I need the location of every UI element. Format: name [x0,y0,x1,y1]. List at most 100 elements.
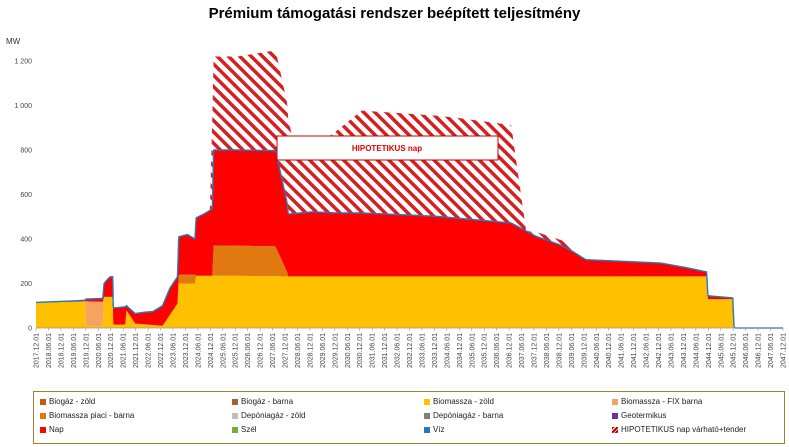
series-area-nap [36,150,783,328]
x-tick-label: 2045.06.01 [718,333,725,368]
series-line-viz [35,149,783,329]
legend-swatch [232,412,238,419]
legend-item: Biogáz - barna [232,397,293,406]
x-tick-label: 2030.12.01 [357,333,364,368]
legend-swatch [612,398,618,405]
x-tick-label: 2039.12.01 [581,333,588,368]
legend-label: Víz [433,425,445,434]
y-tick-label: 0 [28,326,32,333]
legend-swatch [612,426,618,433]
x-tick-label: 2036.12.01 [507,333,514,368]
x-tick-label: 2022.12.01 [158,333,165,368]
x-tick-label: 2038.06.01 [544,333,551,368]
x-tick-label: 2026.06.01 [245,333,252,368]
y-tick-label: 600 [20,192,32,199]
x-tick-label: 2019.12.01 [83,333,90,368]
legend-swatch [424,398,430,405]
legend-item: Depóniagáz - zöld [232,411,305,420]
x-tick-label: 2020.06.01 [96,333,103,368]
x-tick-label: 2033.06.01 [419,333,426,368]
x-tick-label: 2044.06.01 [693,333,700,368]
legend-label: Biomassza - zöld [433,397,494,406]
legend-item: Geotermikus [612,411,666,420]
x-tick-label: 2017.12.01 [34,333,41,368]
x-tick-label: 2043.12.01 [681,333,688,368]
legend-swatch [612,412,618,419]
legend-label: Geotermikus [621,411,667,420]
x-tick-label: 2040.12.01 [606,333,613,368]
x-tick-label: 2022.06.01 [146,333,153,368]
x-tick-label: 2032.12.01 [407,333,414,368]
series-area-biomassza-z-ld [36,275,783,328]
x-tick-label: 2023.06.01 [170,333,177,368]
x-tick-label: 2044.12.01 [706,333,713,368]
legend-item: Depóniagáz - barna [424,411,503,420]
legend-item: HIPOTETIKUS nap várható+tender [612,425,746,434]
x-tick-label: 2026.12.01 [258,333,265,368]
x-tick-label: 2029.06.01 [320,333,327,368]
legend-swatch [40,398,46,405]
annotation-layer: HIPOTETIKUS nap [276,135,499,161]
hypothetical-label-box [276,135,499,161]
x-tick-label: 2047.06.01 [768,333,775,368]
x-tick-label: 2018.06.01 [46,333,53,368]
x-tick-label: 2047.12.01 [781,333,788,368]
legend-swatch [232,426,238,433]
legend-item: Biogáz - zöld [40,397,95,406]
legend-label: Biogáz - barna [241,397,294,406]
x-tick-label: 2037.12.01 [532,333,539,368]
chart-title: Prémium támogatási rendszer beépített te… [208,5,581,22]
legend: Biogáz - zöld Biogáz - barna Biomassza - z… [33,391,785,444]
legend-label: Nap [49,425,64,434]
x-tick-label: 2028.12.01 [307,333,314,368]
plot-area: 0 200 400 600 800 1 000 1 200 2017.12.01 2018.0… [14,50,788,368]
x-tick-label: 2037.06.01 [519,333,526,368]
x-tick-label: 2033.12.01 [432,333,439,368]
legend-swatch [232,398,238,405]
hypothetical-label: HIPOTETIKUS nap [352,144,422,153]
legend-swatch [424,426,430,433]
x-tick-label: 2031.12.01 [382,333,389,368]
legend-label: Szél [241,425,257,434]
x-tick-label: 2045.12.01 [731,333,738,368]
x-tick-label: 2024.12.01 [208,333,215,368]
series-area-biomassza-piaci-barna [36,245,783,328]
y-axis: 0 200 400 600 800 1 000 1 200 [14,59,32,333]
x-tick-label: 2038.12.01 [556,333,563,368]
x-tick-label: 2042.06.01 [644,333,651,368]
x-tick-label: 2024.06.01 [195,333,202,368]
x-tick-label: 2025.12.01 [233,333,240,368]
y-tick-label: 400 [20,237,32,244]
x-tick-label: 2028.06.01 [295,333,302,368]
x-tick-label: 2031.06.01 [370,333,377,368]
x-tick-label: 2019.06.01 [71,333,78,368]
series-area-hipotetikus-nap-v-rhat-tender [36,50,783,328]
legend-label: HIPOTETIKUS nap várható+tender [621,425,747,434]
x-tick-label: 2043.06.01 [668,333,675,368]
y-tick-label: 1 000 [14,103,32,110]
x-tick-label: 2018.12.01 [58,333,65,368]
x-tick-label: 2036.06.01 [494,333,501,368]
y-tick-label: 1 200 [14,59,32,66]
y-tick-label: 800 [20,148,32,155]
legend-label: Biomassza piaci - barna [49,411,135,420]
x-tick-label: 2032.06.01 [395,333,402,368]
legend-swatch [424,412,430,419]
x-tick-label: 2021.12.01 [133,333,140,368]
x-tick-label: 2035.12.01 [482,333,489,368]
legend-item: Víz [424,425,445,434]
x-tick-label: 2034.12.01 [457,333,464,368]
legend-label: Biogáz - zöld [49,397,96,406]
legend-item: Biomassza - FIX barna [612,397,702,406]
legend-label: Depóniagáz - barna [433,411,504,420]
series-layer [35,50,783,329]
x-tick-label: 2023.12.01 [183,333,190,368]
x-tick-label: 2030.06.01 [345,333,352,368]
x-tick-label: 2027.06.01 [270,333,277,368]
legend-swatch [40,412,46,419]
x-tick-label: 2029.12.01 [332,333,339,368]
legend-item: Biomassza - zöld [424,397,494,406]
x-tick-label: 2034.06.01 [444,333,451,368]
legend-item: Nap [40,425,64,434]
x-tick-label: 2039.06.01 [569,333,576,368]
